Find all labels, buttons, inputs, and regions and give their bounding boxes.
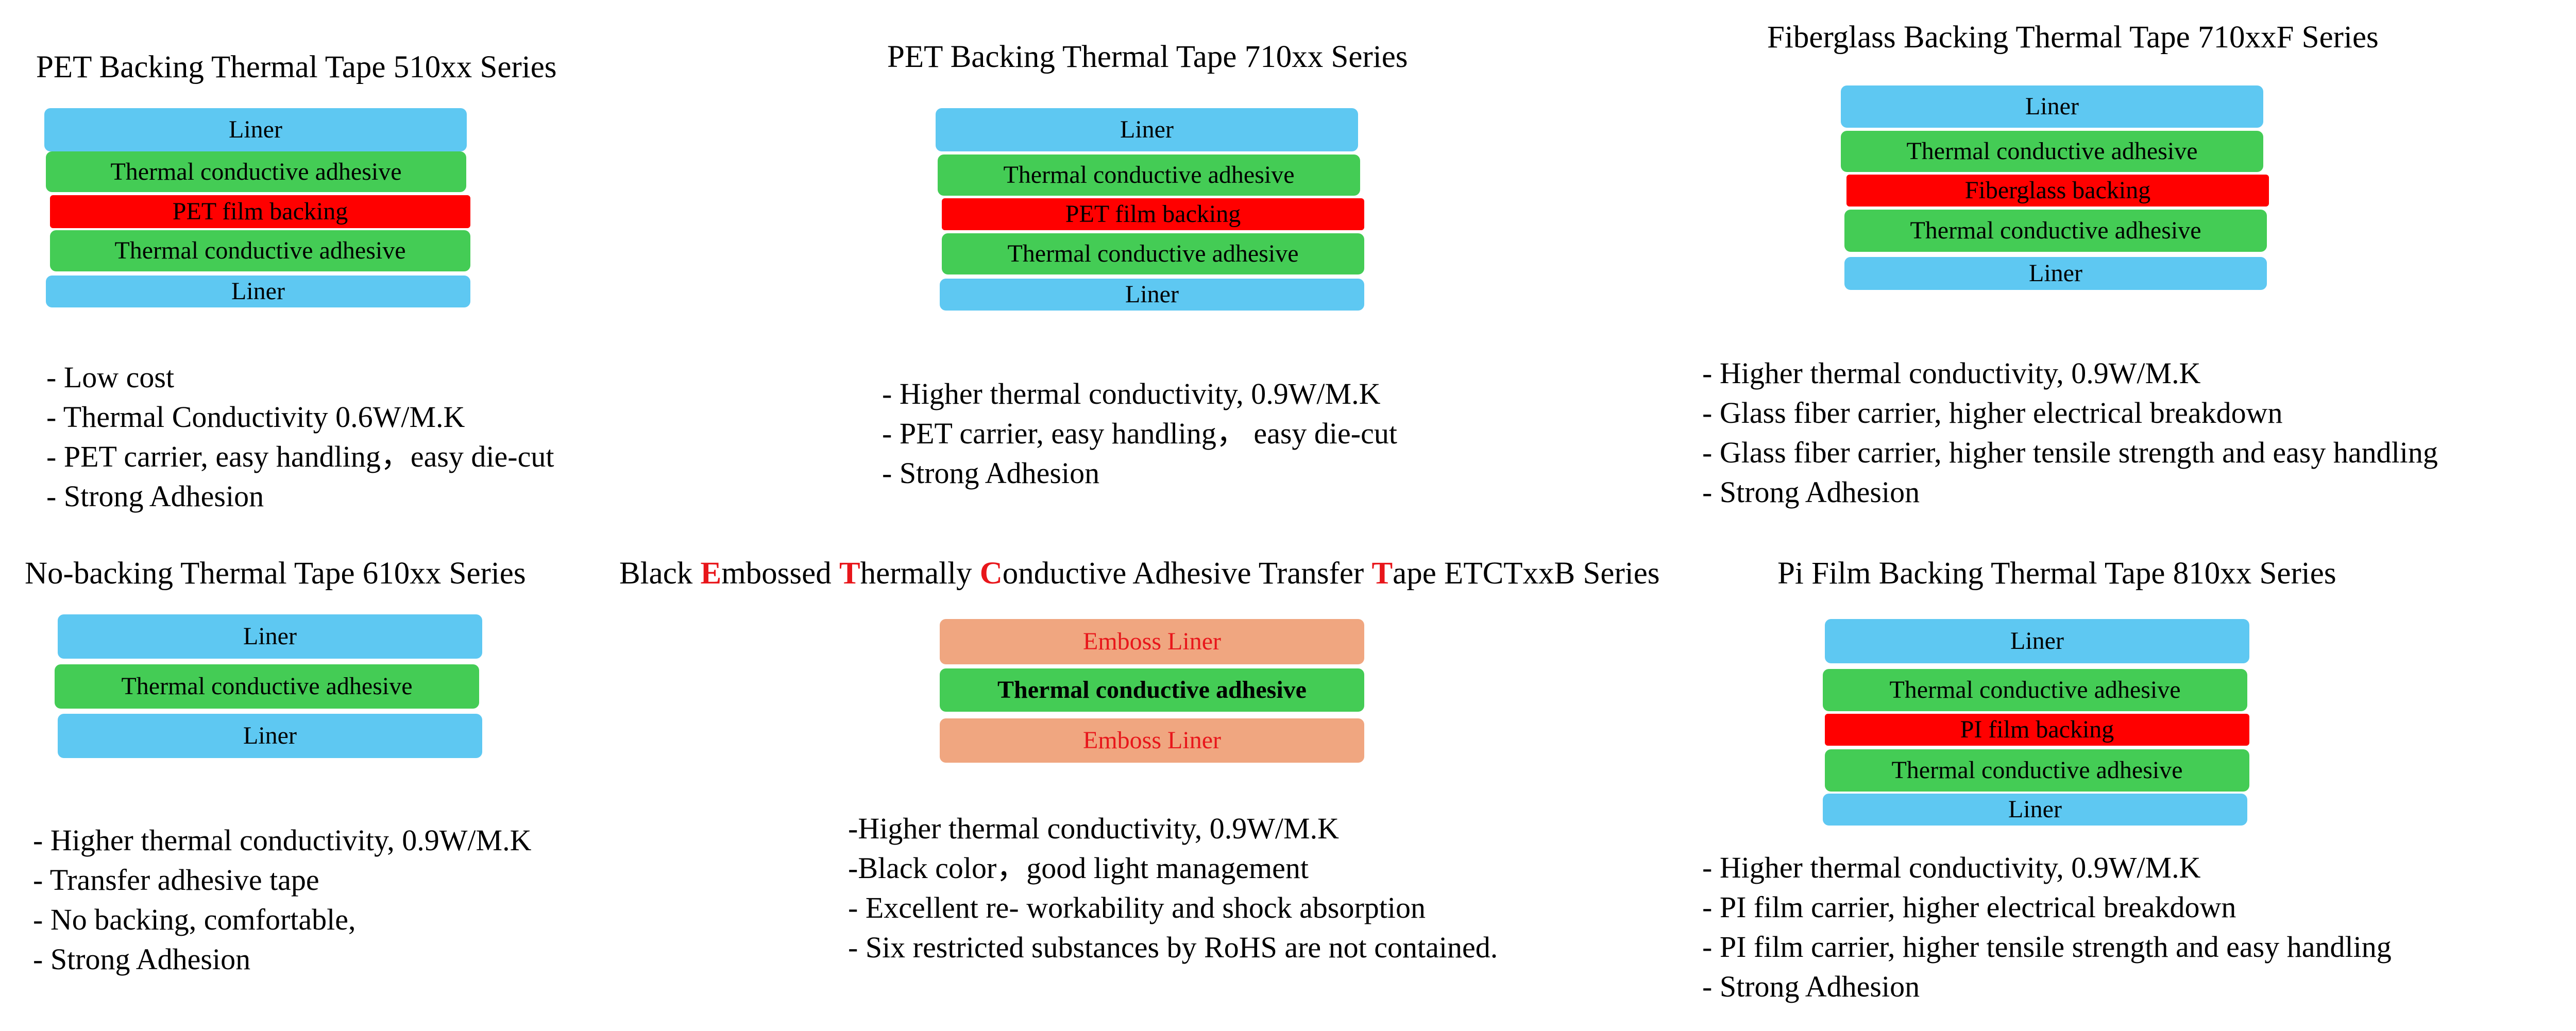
feature-item: - PI film carrier, higher electrical bre… [1702,890,2236,924]
title-highlight-letter: C [979,556,1003,591]
feature-item: - No backing, comfortable, [33,903,356,936]
feature-list: - Low cost - Thermal Conductivity 0.6W/M… [46,357,554,516]
pet-film-backing-layer: PET film backing [942,198,1364,230]
feature-list: -Higher thermal conductivity, 0.9W/M.K -… [848,809,1498,967]
liner-layer: Liner [1823,794,2247,826]
adhesive-layer: Thermal conductive adhesive [46,151,466,192]
liner-layer: Liner [936,108,1358,151]
feature-item: - Glass fiber carrier, higher tensile st… [1702,436,2438,469]
feature-list: - Higher thermal conductivity, 0.9W/M.K … [1702,848,2392,1006]
panel-title: Black Embossed Thermally Conductive Adhe… [619,558,1660,589]
liner-layer: Liner [1825,619,2249,663]
feature-item: - Strong Adhesion [1702,475,1920,509]
adhesive-layer: Thermal conductive adhesive [942,233,1364,274]
feature-item: - Strong Adhesion [46,479,264,513]
fiberglass-backing-layer: Fiberglass backing [1846,175,2269,207]
feature-item: - PI film carrier, higher tensile streng… [1702,930,2392,964]
feature-item: -Higher thermal conductivity, 0.9W/M.K [848,812,1340,845]
adhesive-layer: Thermal conductive adhesive [1823,669,2247,711]
feature-item: - Six restricted substances by RoHS are … [848,931,1498,964]
panel-title: Pi Film Backing Thermal Tape 810xx Serie… [1777,556,2336,591]
adhesive-layer: Thermal conductive adhesive [55,664,479,709]
panel-title: No-backing Thermal Tape 610xx Series [25,556,526,591]
feature-item: - Low cost [46,360,175,394]
liner-layer: Liner [58,714,482,758]
feature-item: - PET carrier, easy handling， easy die-c… [882,417,1397,450]
liner-layer: Liner [58,614,482,659]
title-text: onductive Adhesive Transfer [1002,556,1372,591]
adhesive-layer: Thermal conductive adhesive [50,230,470,271]
feature-item: - Strong Adhesion [882,456,1100,490]
feature-list: - Higher thermal conductivity, 0.9W/M.K … [1702,353,2438,512]
feature-item: - Glass fiber carrier, higher electrical… [1702,396,2283,429]
title-text: Black [619,556,701,591]
emboss-liner-layer: Emboss Liner [940,619,1364,664]
adhesive-layer: Thermal conductive adhesive [1844,210,2267,252]
feature-item: - Transfer adhesive tape [33,863,319,897]
pi-film-backing-layer: PI film backing [1825,714,2249,746]
liner-layer: Liner [940,279,1364,311]
title-text: mbossed [721,556,839,591]
pet-film-backing-layer: PET film backing [50,195,470,228]
title-text: ape ETCTxxB Series [1393,556,1660,591]
emboss-liner-layer: Emboss Liner [940,718,1364,763]
title-text: hermally [860,556,980,591]
liner-layer: Liner [44,108,467,151]
title-highlight-letter: T [1371,556,1393,591]
title-highlight-letter: T [839,556,860,591]
panel-title: PET Backing Thermal Tape 510xx Series [36,50,557,84]
feature-item: - Higher thermal conductivity, 0.9W/M.K [1702,851,2201,884]
feature-list: - Higher thermal conductivity, 0.9W/M.K … [33,820,532,979]
panel-title: Fiberglass Backing Thermal Tape 710xxF S… [1767,20,2379,55]
adhesive-layer: Thermal conductive adhesive [1825,749,2249,792]
feature-item: - Thermal Conductivity 0.6W/M.K [46,400,465,434]
feature-item: - PET carrier, easy handling，easy die-cu… [46,440,554,473]
feature-item: - Strong Adhesion [33,942,251,976]
feature-item: - Higher thermal conductivity, 0.9W/M.K [882,377,1381,410]
title-highlight-letter: E [700,556,722,591]
adhesive-layer: Thermal conductive adhesive [940,668,1364,712]
adhesive-layer: Thermal conductive adhesive [1841,131,2263,172]
liner-layer: Liner [1844,257,2267,290]
adhesive-layer: Thermal conductive adhesive [938,154,1360,196]
feature-item: - Higher thermal conductivity, 0.9W/M.K [1702,356,2201,390]
liner-layer: Liner [46,276,470,307]
feature-item: -Black color，good light management [848,851,1309,885]
feature-item: - Higher thermal conductivity, 0.9W/M.K [33,823,532,857]
feature-item: - Excellent re- workability and shock ab… [848,891,1426,924]
feature-list: - Higher thermal conductivity, 0.9W/M.K … [882,374,1397,493]
feature-item: - Strong Adhesion [1702,970,1920,1003]
liner-layer: Liner [1841,85,2263,128]
panel-title: PET Backing Thermal Tape 710xx Series [887,40,1408,74]
